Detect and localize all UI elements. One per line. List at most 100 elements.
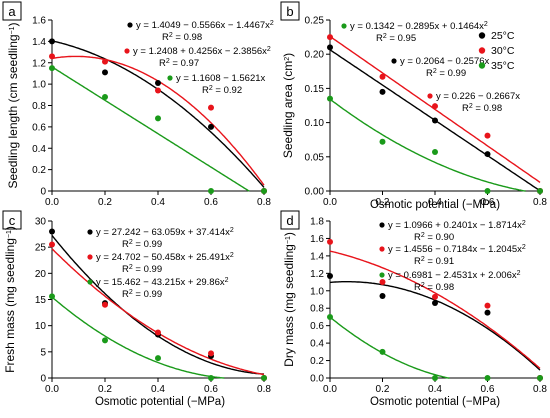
y-tick-label: 0.2 bbox=[310, 356, 324, 367]
legend-dot-icon bbox=[478, 62, 486, 69]
r-squared: R2 = 0.99 bbox=[122, 239, 162, 251]
y-axis-title: Seedling length (cm seedling−1) bbox=[6, 22, 20, 188]
r-squared-exponent: 2 bbox=[421, 256, 425, 263]
data-point-25c bbox=[379, 88, 386, 95]
data-point-30c bbox=[102, 58, 108, 65]
regression-equation-text: y = 1.4556 − 0.7184x − 1.2045x bbox=[388, 244, 522, 255]
equation-marker-dot-icon bbox=[379, 272, 385, 278]
x-tick-label: 0.6 bbox=[481, 197, 495, 208]
data-point-35c bbox=[537, 188, 543, 194]
y-tick-label: 0.15 bbox=[305, 84, 325, 95]
r-squared-value: = 0.99 bbox=[133, 264, 162, 275]
x-tick-label: 0.0 bbox=[323, 384, 337, 395]
regression-equation-exponent: 2 bbox=[484, 21, 488, 28]
x-axis-title-bottom-left: Osmotic potential (−MPa) bbox=[95, 396, 225, 408]
data-point-25c bbox=[327, 272, 333, 279]
data-point-35c bbox=[537, 375, 543, 381]
regression-equation-exponent: 2 bbox=[522, 220, 526, 227]
y-axis-title-text: Seedling area (cm bbox=[281, 61, 295, 158]
regression-equation-exponent: 2 bbox=[225, 277, 229, 284]
r-squared: R2 = 0.95 bbox=[376, 33, 416, 45]
y-tick-label: 1.0 bbox=[310, 286, 324, 297]
data-point-30c bbox=[432, 103, 438, 110]
panel-d: d 0.0 0.2 0.4 0.6 0.8 1.0 1.2 1.4 1.6 1.8 0.0 0.2 0.4… bbox=[280, 210, 547, 395]
legend-dot-icon bbox=[478, 47, 486, 54]
data-point-35c bbox=[102, 93, 108, 100]
data-point-30c bbox=[327, 238, 333, 245]
x-axis-title-bottom: Osmotic potential (−MPa) bbox=[370, 396, 500, 408]
regression-equation-text: y = 0.1342 − 0.2895x + 0.1464x bbox=[350, 21, 484, 32]
data-point-30c bbox=[379, 279, 386, 286]
data-point-35c bbox=[49, 65, 55, 72]
y-axis-title-close: ) bbox=[282, 232, 296, 236]
r-squared-r: R bbox=[122, 289, 129, 300]
panel-label-box bbox=[2, 210, 22, 230]
regression-equation: y = 0.1342 − 0.2895x + 0.1464x2 bbox=[350, 21, 488, 33]
r-squared: R2 = 0.99 bbox=[122, 289, 162, 301]
regression-equation: y = 1.2408 + 0.4256x − 2.3856x2 bbox=[133, 46, 271, 58]
y-tick-label: 0.8 bbox=[310, 304, 324, 315]
panel-a: a 0 0.2 0.4 0.6 0.8 1.0 1.2 1.4 1.6 0.0 0.2 0.4 0.6 0.… bbox=[2, 1, 274, 208]
x-tick-label: 0.6 bbox=[204, 384, 218, 395]
data-point-35c bbox=[484, 375, 491, 381]
x-tick-label: 0.0 bbox=[323, 197, 337, 208]
r-squared-r: R bbox=[162, 32, 169, 43]
data-point-30c bbox=[379, 73, 386, 80]
r-squared: R2 = 0.92 bbox=[202, 85, 242, 97]
r-squared: R2 = 0.98 bbox=[414, 282, 454, 294]
y-tick-label: 5 bbox=[40, 347, 46, 358]
data-point-35c bbox=[208, 375, 214, 381]
data-point-30c bbox=[484, 132, 491, 139]
data-point-30c bbox=[102, 301, 108, 308]
legend-dot-icon bbox=[478, 32, 486, 39]
r-squared-r: R bbox=[159, 58, 166, 69]
data-point-35c bbox=[208, 188, 214, 194]
y-axis-title: Fresh mass (mg seedling−1) bbox=[3, 226, 17, 373]
data-point-35c bbox=[379, 138, 386, 145]
regression-equation-exponent: 2 bbox=[230, 252, 234, 259]
panel-label-box bbox=[280, 210, 300, 230]
r-squared-exponent: 2 bbox=[421, 282, 425, 289]
data-point-30c bbox=[432, 293, 438, 300]
equation-marker-dot-icon bbox=[427, 93, 433, 99]
r-squared: R2 = 0.90 bbox=[414, 232, 454, 244]
r-squared-value: = 0.98 bbox=[425, 282, 454, 293]
r-squared-exponent: 2 bbox=[129, 239, 133, 246]
r-squared: R2 = 0.99 bbox=[426, 68, 466, 80]
y-tick-label: 0.10 bbox=[305, 118, 325, 129]
equation-marker-dot-icon bbox=[391, 58, 397, 64]
data-point-25c bbox=[155, 80, 161, 87]
r-squared-r: R bbox=[122, 264, 129, 275]
r-squared-r: R bbox=[414, 282, 421, 293]
regression-equation-text: y = 0.2064 − 0.2576x bbox=[400, 56, 490, 67]
r-squared-exponent: 2 bbox=[433, 68, 437, 75]
data-point-25c bbox=[102, 69, 108, 76]
regression-equation: y = 1.4556 − 0.7184x − 1.2045x2 bbox=[388, 244, 526, 256]
legend-label: 35°C bbox=[491, 60, 515, 72]
y-axis-title-text: Fresh mass (mg seedling bbox=[3, 238, 17, 373]
panel-label-box bbox=[280, 1, 300, 21]
data-point-35c bbox=[102, 337, 108, 344]
equation-marker-dot-icon bbox=[87, 254, 93, 260]
y-tick-label: 0.00 bbox=[305, 187, 325, 198]
x-tick-label: 0.8 bbox=[257, 384, 271, 395]
data-point-25c bbox=[49, 38, 55, 45]
data-point-35c bbox=[155, 355, 161, 362]
legend-label: 30°C bbox=[491, 45, 515, 57]
y-axis-title-close: ) bbox=[3, 226, 17, 230]
y-tick-label: 0.8 bbox=[32, 101, 46, 112]
y-tick-label: 0.20 bbox=[305, 50, 325, 61]
regression-equation-text: y = 1.2408 + 0.4256x − 2.3856x bbox=[133, 46, 267, 57]
regression-equation: y = 24.702 − 50.458x + 25.491x2 bbox=[96, 252, 234, 264]
equation-marker-dot-icon bbox=[379, 222, 385, 228]
r-squared-exponent: 2 bbox=[383, 33, 387, 40]
y-tick-label: 0.0 bbox=[310, 374, 324, 385]
panel-label: c bbox=[9, 213, 16, 228]
regression-equation: y = 1.0966 + 0.2401x − 1.8714x2 bbox=[388, 220, 526, 232]
r-squared-value: = 0.97 bbox=[170, 58, 199, 69]
equation-marker-dot-icon bbox=[127, 22, 133, 28]
regression-equation: y = 0.6981 − 2.4531x + 2.006x2 bbox=[388, 270, 521, 282]
y-tick-label: 0 bbox=[40, 374, 46, 385]
r-squared-value: = 0.99 bbox=[437, 68, 466, 79]
